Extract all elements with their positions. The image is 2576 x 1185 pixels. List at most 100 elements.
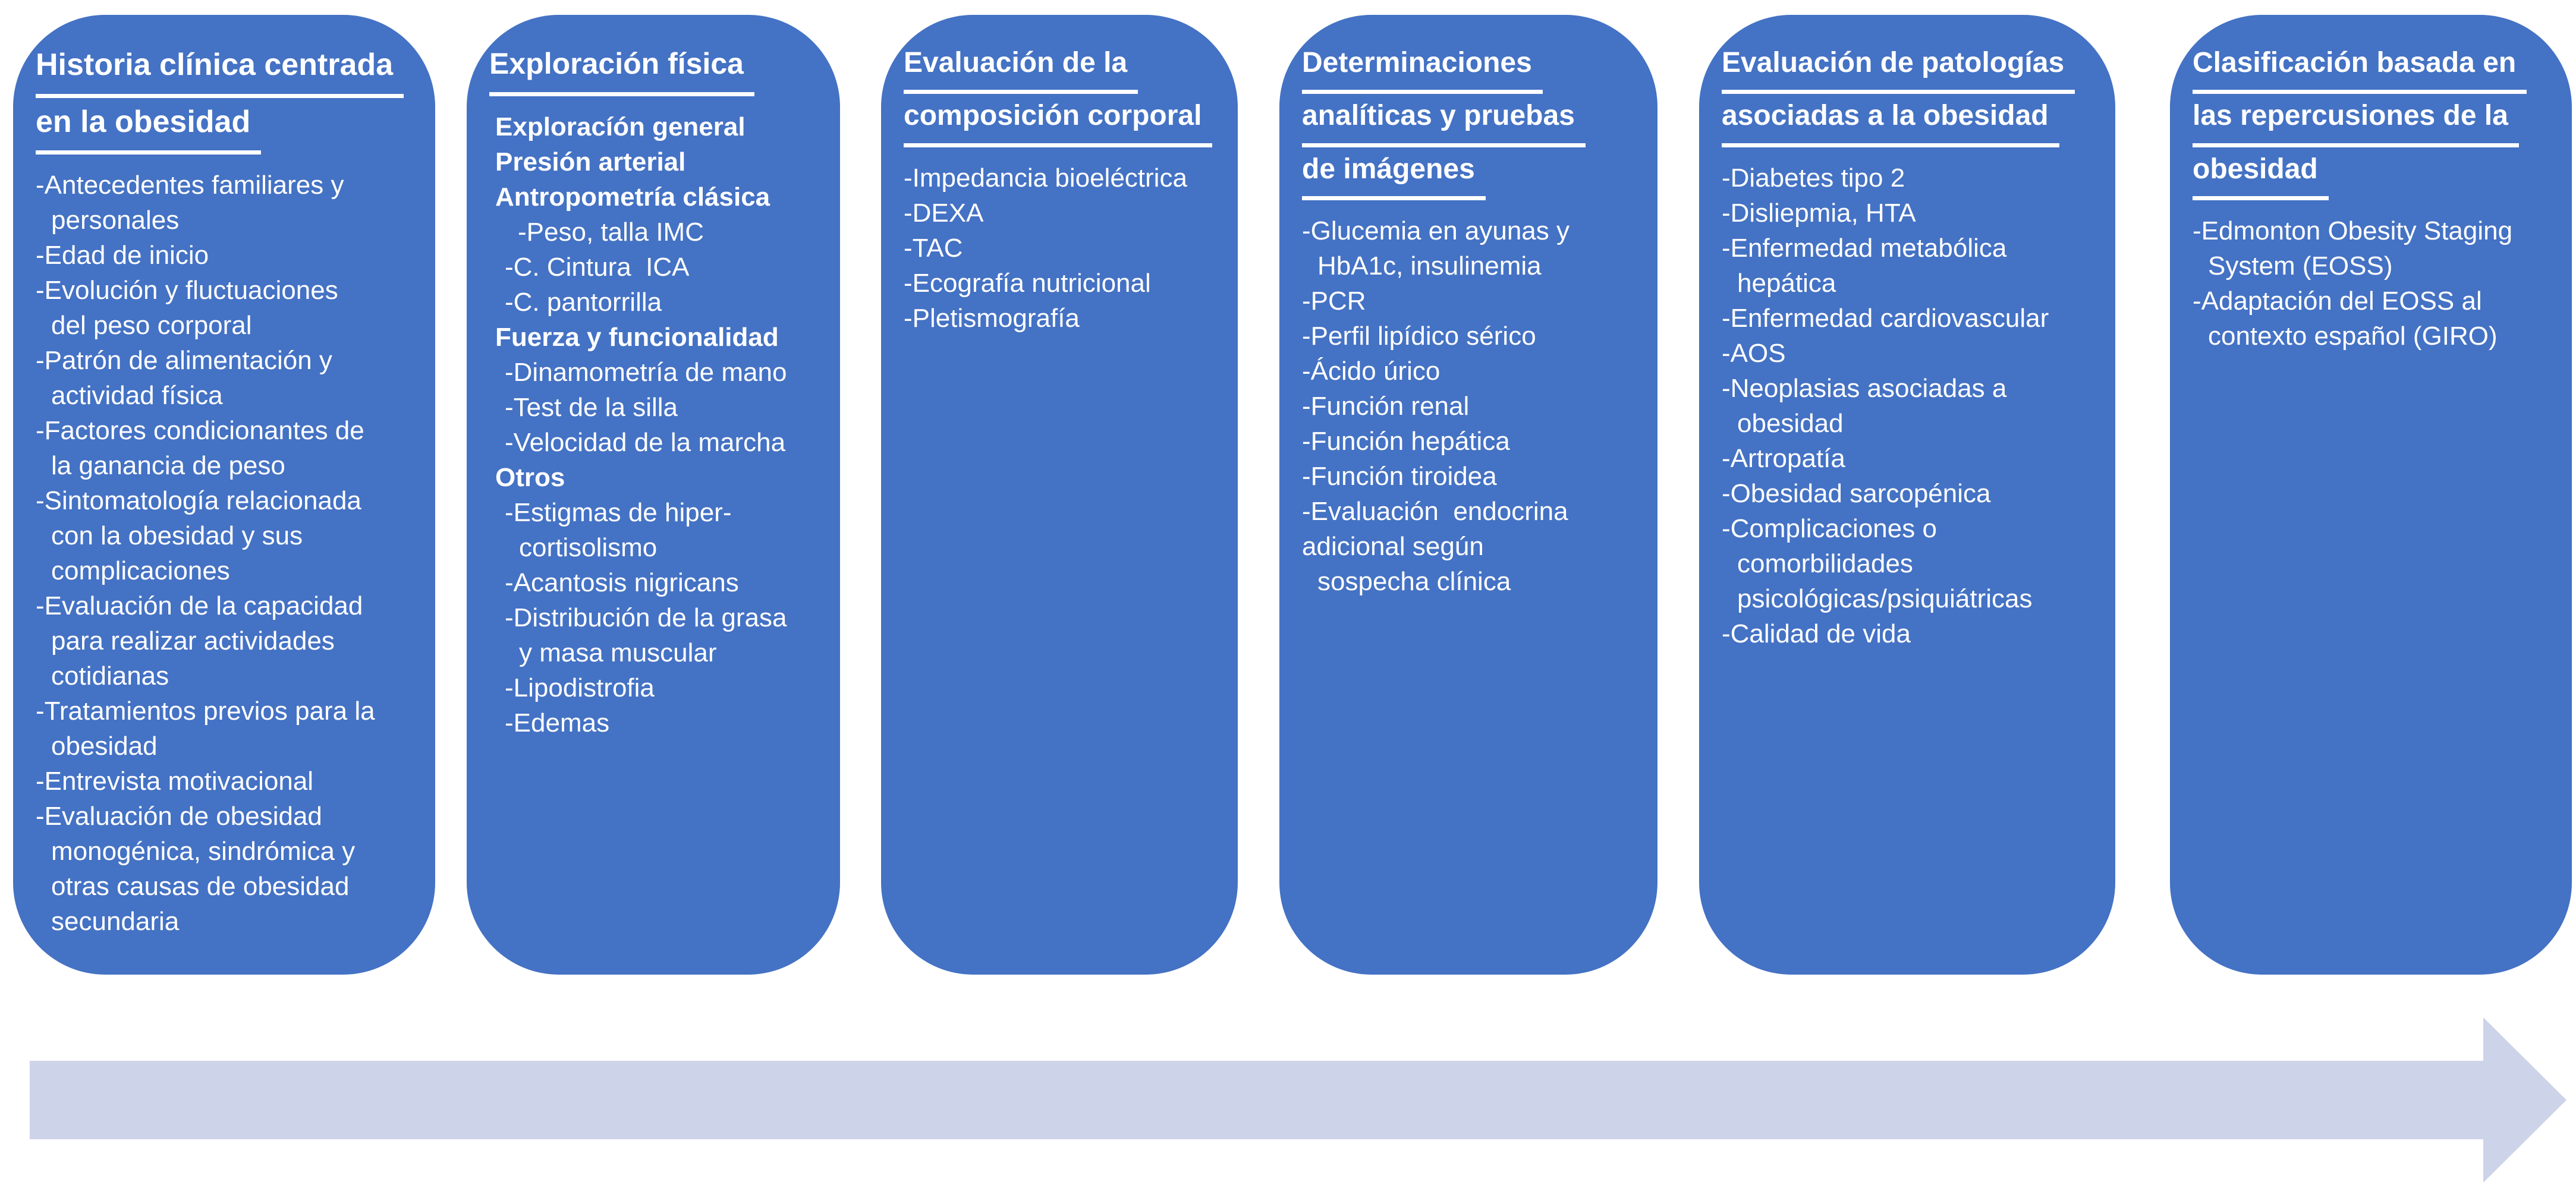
item-line: -Edemas	[505, 708, 610, 738]
item-line: -Antecedentes familiares y	[36, 171, 344, 200]
item-line: hepática	[1737, 268, 1836, 298]
item-line: -Acantosis nigricans	[505, 568, 739, 597]
item-line: -Entrevista motivacional	[36, 767, 314, 796]
item-line: System (EOSS)	[2208, 251, 2393, 281]
item-line: -Patrón de alimentación y	[36, 346, 332, 376]
item-line: -Pletismografía	[904, 303, 1080, 333]
title-line: Evaluación de la	[904, 41, 1138, 94]
item-line: -Complicaciones o	[1722, 513, 1937, 543]
item-line: con la obesidad y sus	[51, 521, 303, 551]
item-line: la ganancia de peso	[51, 451, 285, 481]
item-line: para realizar actividades	[51, 626, 335, 656]
title-line: Historia clínica centrada	[36, 41, 404, 98]
item-line: secundaria	[51, 907, 180, 937]
item-line: -Ácido úrico	[1302, 357, 1440, 386]
item-line: monogénica, sindrómica y	[51, 837, 356, 866]
item-line: comorbilidades	[1737, 549, 1913, 578]
item-line: -Glucemia en ayunas y	[1302, 216, 1569, 246]
title-line: Determinaciones	[1302, 41, 1543, 94]
item-line: psicológicas/psiquiátricas	[1737, 584, 2033, 613]
item-line: -Función hepática	[1302, 427, 1510, 456]
title-line: las repercusiones de la	[2193, 94, 2519, 147]
item-line: -Edad de inicio	[36, 241, 209, 270]
title-line: de imágenes	[1302, 147, 1486, 201]
panel-exploracion-fisica: Exploración física Exploracíón general P…	[467, 15, 840, 975]
item-line: -Perfil lipídico sérico	[1302, 322, 1536, 351]
item-line: del peso corporal	[51, 311, 252, 341]
item-line: Presión arterial	[495, 147, 686, 177]
item-line: -Factores condicionantes de	[36, 416, 364, 446]
panel-title: Historia clínica centrada en la obesidad	[36, 41, 421, 155]
item-line: obesidad	[1737, 408, 1844, 438]
item-line: -Impedancia bioeléctrica	[904, 163, 1187, 193]
item-line: -Función tiroidea	[1302, 462, 1497, 491]
panel-determinaciones-analiticas: Determinaciones analíticas y pruebas de …	[1279, 15, 1657, 975]
item-line: -C. Cintura ICA	[505, 252, 690, 282]
timeline-arrow	[30, 1017, 2566, 1183]
item-line: -Dinamometría de mano	[505, 357, 787, 387]
item-line: -DEXA	[904, 198, 984, 228]
item-line: -Peso, talla IMC	[518, 217, 704, 247]
item-line: -Evaluación de la capacidad	[36, 591, 363, 621]
item-line: Exploracíón general	[495, 112, 746, 141]
item-line: -Sintomatología relacionada	[36, 486, 361, 516]
panel-title: Exploración física	[489, 41, 826, 96]
panel-title: Evaluación de la composición corporal	[904, 41, 1223, 147]
panel-patologias-asociadas: Evaluación de patologías asociadas a la …	[1699, 15, 2115, 975]
item-line: -Artropatía	[1722, 443, 1845, 473]
panel-title: Determinaciones analíticas y pruebas de …	[1302, 41, 1643, 201]
item-line: -Adaptación del EOSS al	[2193, 286, 2482, 316]
item-line: -Neoplasias asociadas a	[1722, 373, 2007, 403]
panel-title: Evaluación de patologías asociadas a la …	[1722, 41, 2101, 147]
item-line: -Ecografía nutricional	[904, 268, 1151, 298]
item-line: -Obesidad sarcopénica	[1722, 478, 1991, 508]
title-line: asociadas a la obesidad	[1722, 94, 2059, 147]
item-line: -C. pantorrilla	[505, 287, 662, 317]
item-line: y masa muscular	[519, 638, 717, 667]
panel-composicion-corporal: Evaluación de la composición corporal -I…	[881, 15, 1238, 975]
title-line: en la obesidad	[36, 98, 262, 155]
item-line: -Evaluación de obesidad	[36, 802, 322, 831]
panel-clasificacion-repercusiones: Clasificación basada en las repercusione…	[2170, 15, 2572, 975]
item-line: cortisolismo	[519, 532, 658, 562]
item-line: -Tratamientos previos para la	[36, 696, 375, 726]
item-line: -Lipodistrofia	[505, 673, 655, 702]
item-line: -Enfermedad cardiovascular	[1722, 303, 2049, 333]
item-line: sospecha clínica	[1317, 567, 1511, 597]
title-line: analíticas y pruebas	[1302, 94, 1586, 147]
item-line: -Edmonton Obesity Staging	[2193, 216, 2513, 246]
item-line: -Evolución y fluctuaciones	[36, 276, 338, 305]
title-line: composición corporal	[904, 94, 1213, 147]
item-line: -Velocidad de la marcha	[505, 427, 786, 457]
item-line: otras causas de obesidad	[51, 872, 350, 902]
item-line: complicaciones	[51, 556, 230, 586]
item-line: Antropometría clásica	[495, 182, 770, 212]
panel-historia-clinica: Historia clínica centrada en la obesidad…	[13, 15, 435, 975]
title-line: obesidad	[2193, 147, 2329, 201]
item-line: HbA1c, insulinemia	[1317, 251, 1542, 281]
item-line: -Disliepmia, HTA	[1722, 198, 1916, 228]
item-line: adicional según	[1302, 532, 1484, 562]
item-line: -Distribución de la grasa	[505, 603, 787, 632]
item-line: -Test de la silla	[505, 392, 678, 422]
item-line: -PCR	[1302, 286, 1366, 316]
item-line: -TAC	[904, 233, 963, 263]
item-line: Fuerza y funcionalidad	[495, 322, 779, 352]
title-line: Exploración física	[489, 41, 754, 96]
panel-title: Clasificación basada en las repercusione…	[2193, 41, 2558, 201]
item-line: cotidianas	[51, 661, 169, 691]
item-line: -Calidad de vida	[1722, 619, 1911, 648]
title-line: Evaluación de patologías	[1722, 41, 2075, 94]
item-line: -Enfermedad metabólica	[1722, 233, 2007, 263]
item-line: actividad física	[51, 381, 223, 411]
item-line: obesidad	[51, 732, 158, 761]
item-line: personales	[51, 206, 180, 235]
title-line: Clasificación basada en	[2193, 41, 2527, 94]
item-line: -Estigmas de hiper-	[505, 497, 732, 527]
item-line: contexto español (GIRO)	[2208, 322, 2498, 351]
item-line: -AOS	[1722, 338, 1786, 368]
right-arrow-shape	[30, 1017, 2566, 1183]
item-line: -Evaluación endocrina	[1302, 497, 1568, 527]
item-line: -Función renal	[1302, 392, 1470, 421]
